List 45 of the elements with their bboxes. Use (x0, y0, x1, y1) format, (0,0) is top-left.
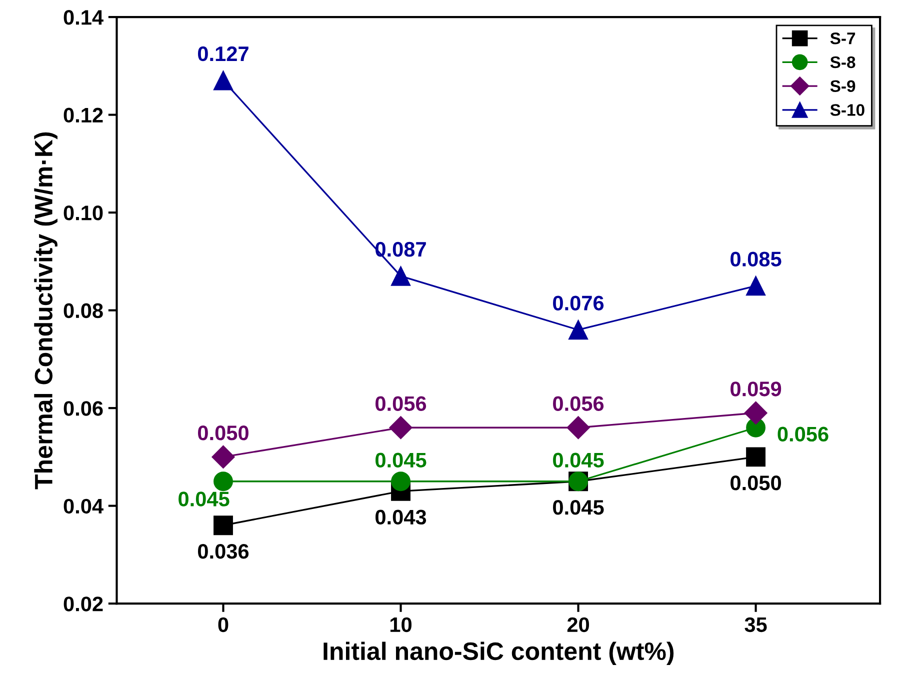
data-label: 0.045 (553, 500, 604, 515)
point (746, 447, 766, 467)
legend-label: S-8 (830, 56, 856, 68)
point (746, 276, 766, 296)
x-tick-label: 0 (218, 617, 228, 632)
point (214, 516, 233, 536)
y-tick-label: 0.04 (64, 498, 104, 514)
data-label: 0.050 (198, 426, 248, 440)
data-label: 0.056 (376, 396, 426, 411)
x-tick-label: 35 (744, 617, 767, 632)
x-tick-label: 10 (390, 617, 412, 632)
data-label: 0.127 (198, 46, 248, 62)
data-label: 0.059 (730, 382, 782, 396)
data-label: 0.045 (178, 492, 230, 506)
x-axis-title: Initial nano-SiC content (wt%) (324, 642, 674, 666)
point (391, 266, 410, 286)
y-tick-label: 0.02 (64, 596, 103, 612)
data-label: 0.045 (553, 452, 604, 468)
y-tick-label: 0.08 (64, 303, 103, 318)
data-label: 0.056 (778, 426, 828, 442)
data-label: 0.045 (376, 452, 426, 468)
point (214, 70, 233, 90)
x-tick-label: 20 (567, 617, 590, 632)
data-label: 0.087 (376, 242, 426, 257)
y-tick-label: 0.14 (64, 10, 104, 25)
point (744, 401, 768, 424)
point (391, 472, 410, 492)
point (212, 445, 235, 468)
data-label: 0.085 (730, 252, 782, 266)
data-label: 0.056 (553, 396, 604, 411)
y-tick-label: 0.12 (64, 108, 103, 123)
legend-label: S-7 (830, 32, 856, 44)
data-label: 0.050 (730, 476, 781, 490)
point (214, 472, 233, 492)
y-tick-label: 0.10 (64, 206, 103, 220)
point (568, 320, 588, 340)
legend-label: S-9 (830, 80, 856, 92)
data-label: 0.076 (553, 296, 604, 310)
data-label: 0.043 (376, 510, 426, 525)
legend-label: S-10 (830, 104, 864, 116)
point (566, 416, 590, 440)
y-tick-label: 0.06 (64, 401, 103, 416)
point (389, 416, 412, 440)
data-label: 0.036 (198, 544, 249, 559)
y-axis-title: Thermal Conductivity (W/m·K) (34, 132, 58, 490)
